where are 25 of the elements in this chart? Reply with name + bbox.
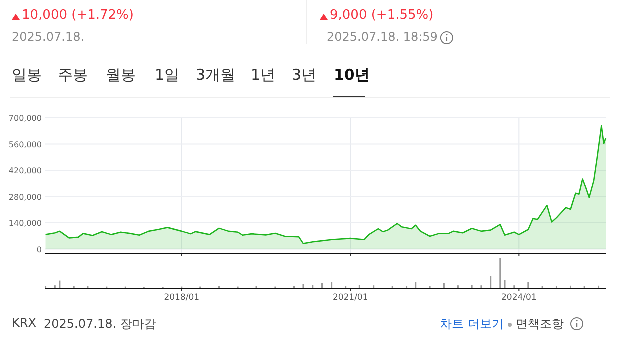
y-tick-label: 280,000 xyxy=(8,192,42,202)
x-tick-label: 2024/01 xyxy=(502,293,537,303)
text: 2025.07.18. xyxy=(12,30,85,44)
text: 차트 더보기 xyxy=(440,316,504,333)
text: 10,000 (+1.72%) xyxy=(22,8,134,23)
y-tick-label: 700,000 xyxy=(8,114,42,123)
text: 일봉 xyxy=(12,66,42,85)
text: 2025.07.18. 18:59 xyxy=(327,30,438,44)
y-tick-label: 0 xyxy=(36,245,42,254)
text: 1일 xyxy=(155,66,180,85)
y-tick-label: 140,000 xyxy=(8,219,42,228)
text: 3개월 xyxy=(196,66,236,85)
y-tick-label: 560,000 xyxy=(8,140,42,150)
text: 3년 xyxy=(292,66,317,85)
text: 면책조항 xyxy=(516,316,564,333)
text: 월봉 xyxy=(106,66,136,85)
text: KRX xyxy=(12,316,36,330)
x-tick-label: 2018/01 xyxy=(164,293,200,303)
text: 9,000 (+1.55%) xyxy=(330,8,434,23)
text: 2025.07.18. 장마감 xyxy=(44,316,156,333)
text: 10년 xyxy=(334,66,370,85)
x-tick-label: 2021/01 xyxy=(332,293,368,303)
text: 1년 xyxy=(251,66,276,85)
text: 주봉 xyxy=(58,66,88,85)
y-tick-label: 420,000 xyxy=(8,166,42,176)
